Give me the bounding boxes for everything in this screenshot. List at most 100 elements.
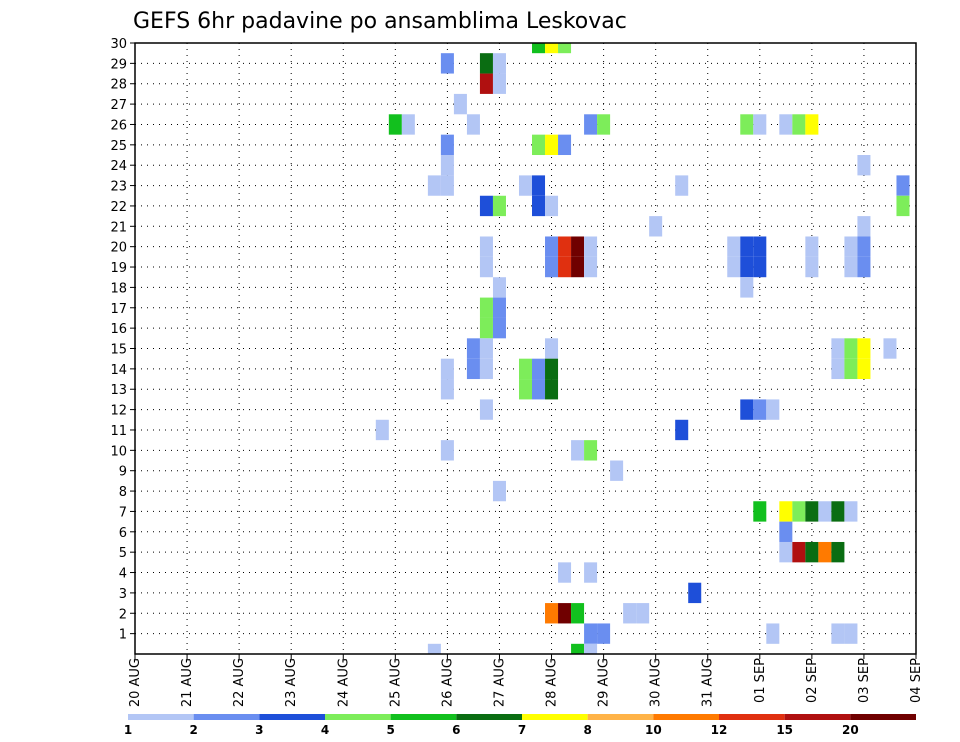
y-tick-label: 29: [110, 57, 127, 72]
heatmap-cell: [831, 623, 845, 644]
x-tick-label: 26 AUG: [440, 658, 455, 707]
heatmap-cell: [401, 114, 415, 135]
heatmap-cell: [675, 175, 689, 196]
heatmap-cell: [388, 114, 402, 135]
heatmap-cell: [545, 358, 559, 380]
heatmap-cell: [779, 521, 793, 542]
colorbar-label: 6: [452, 723, 460, 737]
heatmap-cell: [558, 603, 572, 624]
heatmap-cell: [571, 440, 585, 461]
heatmap-cell: [492, 297, 506, 318]
x-tick-label: 31 AUG: [701, 658, 716, 707]
y-tick-label: 26: [110, 118, 127, 133]
heatmap-cell: [532, 195, 546, 217]
colorbar-swatch: [784, 714, 851, 720]
y-tick-label: 24: [110, 159, 127, 174]
heatmap-cell: [440, 175, 454, 196]
colorbar-label: 10: [645, 723, 662, 737]
heatmap-cell: [518, 358, 533, 380]
heatmap-cell: [831, 338, 845, 359]
heatmap-cell: [558, 43, 572, 54]
colorbar-swatch: [128, 714, 194, 720]
colorbar-swatch: [719, 714, 785, 720]
heatmap-cell: [779, 501, 793, 522]
heatmap-cell: [831, 501, 845, 522]
heatmap-cell: [610, 460, 624, 481]
heatmap-cell: [440, 440, 454, 461]
heatmap-cell: [532, 379, 546, 400]
colorbar-label: 3: [255, 723, 263, 737]
heatmap-cell: [492, 317, 506, 339]
heatmap-cell: [805, 256, 819, 278]
heatmap-cell: [492, 195, 506, 217]
heatmap-cell: [518, 379, 533, 400]
heatmap-cell: [453, 93, 467, 115]
y-tick-label: 16: [110, 322, 127, 337]
heatmap-cell: [545, 195, 559, 217]
heatmap-cell: [857, 155, 871, 176]
heatmap-cell: [805, 501, 819, 522]
heatmap-cell: [857, 338, 871, 359]
heatmap-cell: [805, 236, 819, 257]
y-tick-label: 22: [110, 200, 127, 215]
colorbar-label: 20: [842, 723, 859, 737]
y-tick-label: 2: [119, 607, 127, 622]
heatmap-cell: [844, 236, 858, 257]
colorbar-swatch: [325, 714, 391, 720]
x-tick-label: 28 AUG: [545, 658, 560, 707]
heatmap-cell: [492, 53, 506, 74]
colorbar: 1 2 3 4 5 6 7 8 10 12 15 20: [124, 714, 916, 737]
heatmap-cell: [740, 256, 754, 278]
heatmap-cell: [818, 541, 832, 563]
colorbar-swatch: [587, 714, 654, 720]
heatmap-cell: [545, 236, 559, 257]
y-tick-label: 27: [110, 98, 127, 113]
y-tick-label: 3: [119, 587, 127, 602]
heatmap-cell: [584, 256, 598, 278]
colorbar-swatch: [259, 714, 325, 720]
colorbar-label: 8: [583, 723, 591, 737]
heatmap-cell: [584, 623, 598, 644]
heatmap-cell: [779, 541, 793, 563]
x-tick-label: 04 SEP: [909, 658, 924, 703]
heatmap-cell: [427, 175, 441, 196]
y-tick-label: 14: [110, 363, 127, 378]
heatmap-cell: [649, 216, 663, 237]
heatmap-cell: [440, 358, 454, 380]
heatmap-cell: [597, 114, 611, 135]
heatmap-cell: [440, 379, 454, 400]
heatmap-cell: [766, 399, 780, 420]
x-tick-label: 03 SEP: [857, 658, 872, 703]
heatmap-cell: [857, 216, 871, 237]
heatmap-cell: [740, 114, 754, 135]
heatmap-cell: [727, 256, 741, 278]
y-tick-label: 28: [110, 78, 127, 93]
chart-title: GEFS 6hr padavine po ansamblima Leskovac: [133, 9, 627, 34]
colorbar-label: 5: [386, 723, 394, 737]
colorbar-label: 1: [124, 723, 132, 737]
y-tick-label: 21: [110, 220, 127, 235]
colorbar-swatch: [522, 714, 588, 720]
y-tick-label: 6: [119, 526, 127, 541]
heatmap-cell: [479, 73, 493, 94]
heatmap-cell: [466, 114, 480, 135]
heatmap-cell: [532, 43, 546, 54]
x-tick-label: 02 SEP: [805, 658, 820, 703]
heatmap-cell: [492, 277, 506, 298]
heatmap-cell: [571, 236, 585, 257]
heatmap-cell: [740, 399, 754, 420]
y-tick-label: 19: [110, 261, 127, 276]
x-tick-label: 27 AUG: [492, 658, 507, 707]
y-tick-label: 12: [110, 404, 127, 419]
heatmap-cell: [558, 562, 572, 583]
heatmap-cell: [688, 582, 702, 604]
y-tick-label: 10: [110, 444, 127, 459]
heatmap-cell: [753, 256, 767, 278]
heatmap-cell: [675, 419, 689, 441]
heatmap-cell: [831, 541, 845, 563]
heatmap-cell: [492, 73, 506, 94]
x-tick-label: 25 AUG: [388, 658, 403, 707]
y-axis: 1234567891011121314151617181920212223242…: [110, 37, 135, 643]
colorbar-swatch: [456, 714, 522, 720]
heatmap-cell: [896, 195, 910, 217]
